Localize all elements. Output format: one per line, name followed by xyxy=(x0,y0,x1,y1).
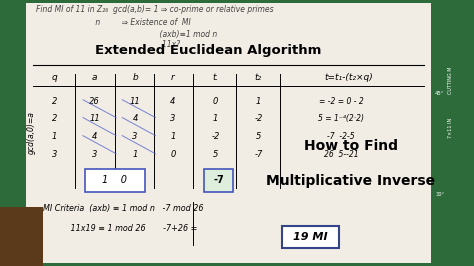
Text: = -2 = 0 - 2: = -2 = 0 - 2 xyxy=(319,97,364,106)
Text: 1: 1 xyxy=(255,97,261,106)
Text: 1: 1 xyxy=(213,114,219,123)
Text: 7×11 IN: 7×11 IN xyxy=(448,118,453,138)
Text: 3: 3 xyxy=(52,150,57,159)
Bar xyxy=(431,3,474,263)
Text: 19 MI: 19 MI xyxy=(293,232,328,242)
Text: Multiplicative Inverse: Multiplicative Inverse xyxy=(266,174,435,188)
Text: 5: 5 xyxy=(213,150,219,159)
Text: 0: 0 xyxy=(170,150,176,159)
Text: -2: -2 xyxy=(211,132,220,141)
Text: 2: 2 xyxy=(52,97,57,106)
Text: t=t₁-(t₂×q): t=t₁-(t₂×q) xyxy=(324,73,373,82)
Bar xyxy=(26,3,431,263)
FancyBboxPatch shape xyxy=(204,169,233,192)
Text: gcd(a,0)=a: gcd(a,0)=a xyxy=(27,111,35,155)
Text: -7: -7 xyxy=(254,150,263,159)
Text: 11x19 ≡ 1 mod 26       -7+26 =: 11x19 ≡ 1 mod 26 -7+26 = xyxy=(43,225,197,234)
Text: 1: 1 xyxy=(170,132,176,141)
Text: 45°: 45° xyxy=(435,91,445,95)
Text: r: r xyxy=(171,73,175,82)
Text: MI Criteria  (axb) ≡ 1 mod n   -7 mod 26: MI Criteria (axb) ≡ 1 mod n -7 mod 26 xyxy=(43,205,203,214)
Text: -7  -2-5: -7 -2-5 xyxy=(328,132,355,141)
Text: 1    0: 1 0 xyxy=(102,175,128,185)
Text: t.: t. xyxy=(212,73,219,82)
Text: (axb)≡1 mod n: (axb)≡1 mod n xyxy=(36,30,217,39)
Text: n         ⇒ Existence of  MI: n ⇒ Existence of MI xyxy=(36,18,190,27)
Text: 26: 26 xyxy=(90,97,100,106)
Text: -7: -7 xyxy=(213,175,224,185)
Text: t₂: t₂ xyxy=(255,73,262,82)
FancyBboxPatch shape xyxy=(85,169,145,192)
Text: 26  5--21: 26 5--21 xyxy=(324,150,359,159)
Text: 11: 11 xyxy=(130,97,140,106)
Text: How to Find: How to Find xyxy=(304,139,398,153)
Text: 1: 1 xyxy=(132,150,138,159)
Text: q: q xyxy=(52,73,57,82)
Text: 1: 1 xyxy=(52,132,57,141)
Text: 3: 3 xyxy=(132,132,138,141)
Text: 4: 4 xyxy=(170,97,176,106)
Text: Find MI of 11 in Z₂₆  gcd(a,b)= 1 ⇒ co-prime or relative primes: Find MI of 11 in Z₂₆ gcd(a,b)= 1 ⇒ co-pr… xyxy=(36,5,273,14)
Text: 0: 0 xyxy=(213,97,219,106)
Text: b: b xyxy=(132,73,138,82)
Text: 2: 2 xyxy=(52,114,57,123)
FancyBboxPatch shape xyxy=(282,226,339,248)
Text: 11: 11 xyxy=(90,114,100,123)
Text: 5: 5 xyxy=(255,132,261,141)
Bar xyxy=(0,207,43,266)
Text: 4: 4 xyxy=(92,132,98,141)
Text: CUTTING M: CUTTING M xyxy=(448,66,453,94)
Text: 30°: 30° xyxy=(435,192,445,197)
Text: a: a xyxy=(92,73,98,82)
Text: Extended Euclidean Algorithm: Extended Euclidean Algorithm xyxy=(95,44,322,57)
Text: 4: 4 xyxy=(132,114,138,123)
Text: 3: 3 xyxy=(170,114,176,123)
Text: -2: -2 xyxy=(254,114,263,123)
Text: 5 = 1⁻⁴(2·2): 5 = 1⁻⁴(2·2) xyxy=(318,114,365,123)
Text: 3: 3 xyxy=(92,150,98,159)
Text: 11x?: 11x? xyxy=(36,40,180,49)
